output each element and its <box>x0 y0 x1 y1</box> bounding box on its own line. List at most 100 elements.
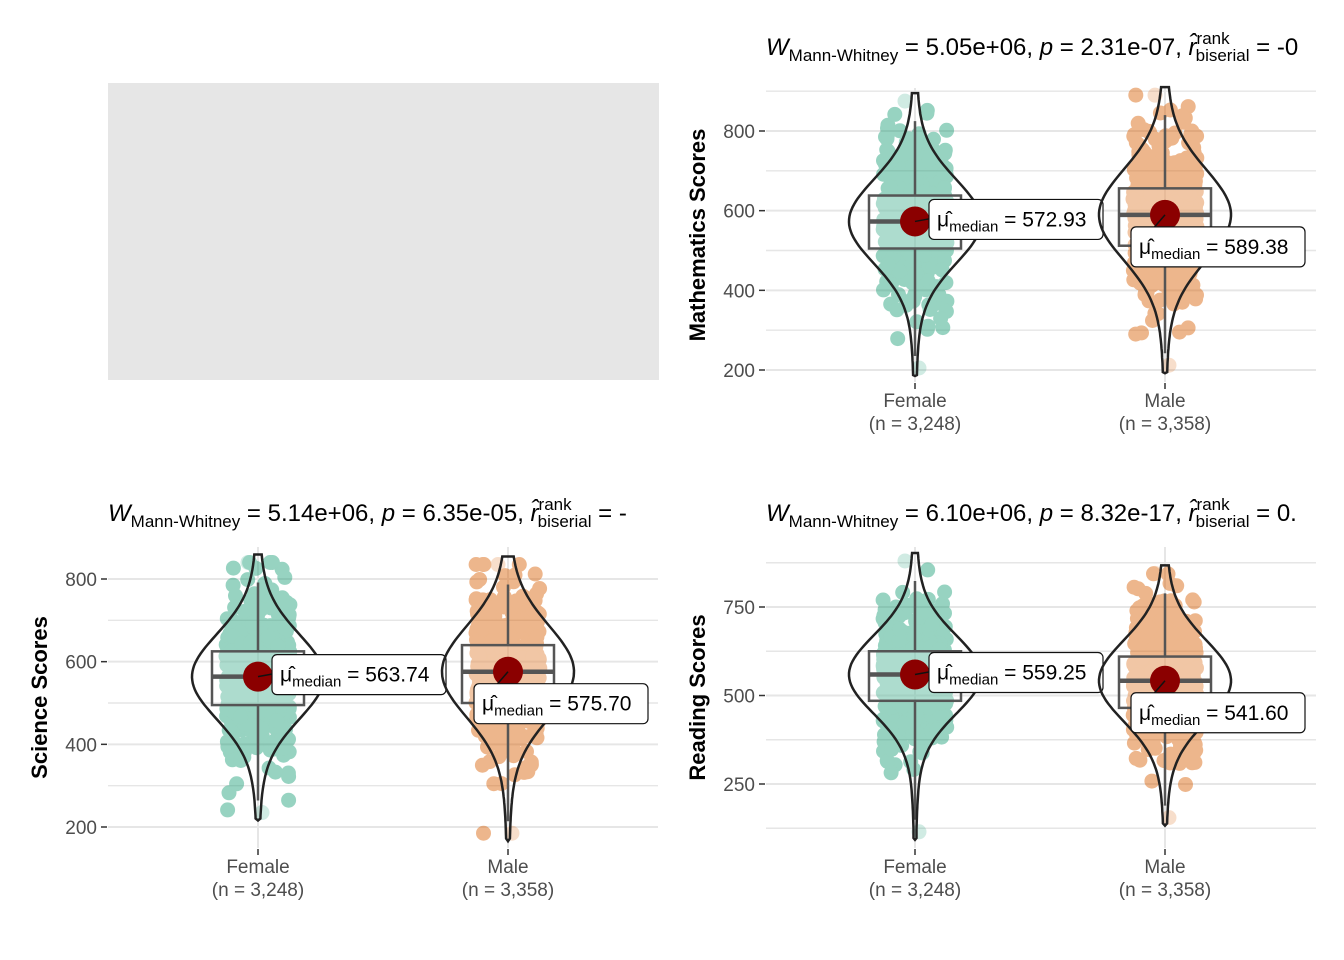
data-point <box>890 159 906 175</box>
data-point <box>1134 172 1149 188</box>
data-point <box>905 293 921 309</box>
data-point <box>921 158 937 174</box>
y-tick-label: 500 <box>723 687 755 708</box>
x-tick-count: (n = 3,248) <box>212 880 304 901</box>
data-point <box>1177 110 1193 126</box>
data-point <box>220 802 236 818</box>
data-point <box>901 257 916 273</box>
data-point <box>894 195 910 211</box>
data-point <box>896 716 912 732</box>
data-point <box>929 246 945 262</box>
data-point <box>932 170 948 186</box>
data-point <box>1186 197 1202 213</box>
data-point <box>905 234 920 250</box>
data-point <box>896 272 912 287</box>
data-point <box>1128 326 1144 342</box>
data-point <box>916 172 931 188</box>
data-point <box>267 764 283 780</box>
x-tick-count: (n = 3,358) <box>1119 414 1211 435</box>
data-point <box>925 181 940 197</box>
data-point <box>888 175 904 191</box>
data-point <box>921 700 937 716</box>
data-point <box>917 251 933 267</box>
data-point <box>880 256 896 272</box>
x-tick-label: Male <box>487 857 528 878</box>
data-point <box>928 170 944 186</box>
data-point <box>920 318 936 334</box>
data-point <box>889 226 905 242</box>
data-point <box>899 163 915 179</box>
data-point <box>1186 150 1202 166</box>
data-point <box>876 166 892 182</box>
data-point <box>886 224 902 240</box>
data-point <box>909 174 925 189</box>
data-point <box>923 171 939 187</box>
data-point <box>1142 187 1158 203</box>
data-point <box>933 173 948 189</box>
data-point <box>1179 159 1195 175</box>
data-point <box>1185 284 1201 300</box>
data-point <box>1147 269 1163 285</box>
data-point <box>911 360 927 376</box>
data-point <box>894 175 910 191</box>
data-point <box>229 776 245 792</box>
data-point <box>879 131 895 147</box>
data-point <box>262 555 278 570</box>
data-point <box>878 129 893 145</box>
data-point <box>885 228 901 243</box>
data-point <box>1142 621 1158 637</box>
data-point <box>895 171 911 187</box>
data-point <box>937 180 952 195</box>
data-point <box>1181 170 1197 186</box>
data-point <box>905 253 921 269</box>
data-point <box>876 282 891 298</box>
data-point <box>925 253 941 269</box>
y-tick-label: 800 <box>723 122 755 143</box>
data-point <box>917 143 933 159</box>
data-point <box>891 253 906 268</box>
data-point <box>1177 170 1193 186</box>
data-point <box>933 246 949 262</box>
data-point <box>925 171 941 187</box>
data-point <box>529 586 544 602</box>
data-point <box>915 195 931 211</box>
x-tick-label: Male <box>1144 857 1185 878</box>
data-point <box>930 295 946 311</box>
data-point <box>529 629 545 645</box>
data-point <box>921 258 937 274</box>
data-point <box>879 161 895 177</box>
data-point <box>896 243 912 258</box>
data-point <box>875 221 891 237</box>
data-point <box>930 154 946 170</box>
data-point <box>935 320 951 336</box>
data-point <box>1126 128 1142 144</box>
data-point <box>920 562 936 578</box>
data-point <box>894 234 909 250</box>
data-point <box>1127 636 1143 652</box>
chart-science: 200 400 600 800 Science Scores WMann-Whitney … <box>27 495 658 901</box>
data-point <box>1174 162 1190 178</box>
y-tick-label: 800 <box>65 570 97 591</box>
data-point <box>928 177 944 193</box>
data-point <box>880 180 896 196</box>
chart-subtitle: WMann-Whitney = 5.05e+06, p = 2.31e-07, … <box>766 29 1298 65</box>
data-point <box>220 739 236 755</box>
data-point <box>882 147 898 163</box>
data-point <box>1186 594 1202 610</box>
data-point <box>908 266 924 282</box>
data-point <box>925 259 941 275</box>
data-point <box>1166 296 1182 312</box>
data-point <box>883 179 899 195</box>
data-point <box>1184 188 1199 204</box>
data-point <box>898 167 914 182</box>
data-point <box>922 239 938 255</box>
data-point <box>917 256 933 272</box>
data-point <box>919 321 935 337</box>
data-point <box>885 249 901 264</box>
data-point <box>895 181 911 197</box>
data-point <box>880 120 895 136</box>
data-point <box>900 271 915 287</box>
data-point <box>879 258 895 274</box>
